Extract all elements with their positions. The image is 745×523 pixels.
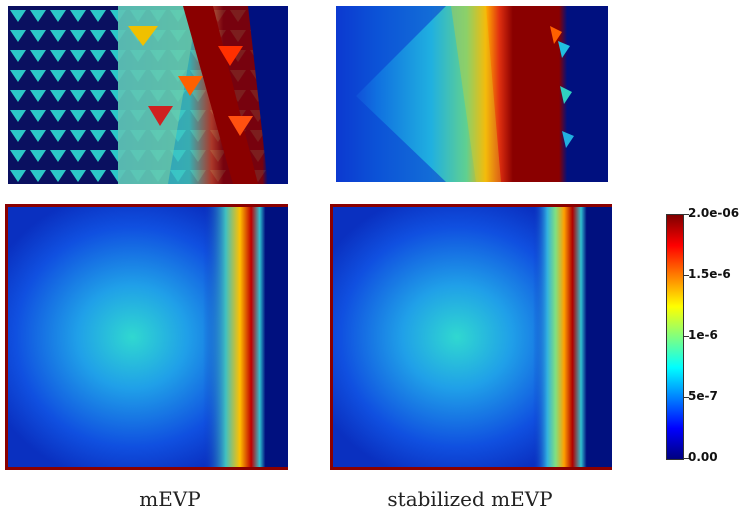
colorbar-tick — [683, 397, 689, 398]
colorbar-tick — [683, 275, 689, 276]
colorbar-tick — [683, 336, 689, 337]
caption-mevp: mEVP — [139, 487, 201, 511]
zoom-plot-mevp — [8, 6, 288, 184]
colorbar-tick-label: 5e-7 — [688, 389, 718, 403]
colorbar-tick — [683, 214, 689, 215]
field-plot-stabilized-mevp — [330, 204, 612, 470]
colorbar-tick-label: 0.00 — [688, 450, 718, 464]
zoom-plot-stabilized-mevp — [336, 6, 608, 182]
caption-stabilized-mevp: stabilized mEVP — [387, 487, 553, 511]
colorbar — [666, 214, 684, 460]
colorbar-tick-label: 2.0e-06 — [688, 206, 740, 220]
colorbar-tick-label: 1.5e-6 — [688, 267, 731, 281]
field-plot-mevp — [5, 204, 288, 470]
colorbar-tick-label: 1e-6 — [688, 328, 718, 342]
colorbar-tick — [683, 458, 689, 459]
